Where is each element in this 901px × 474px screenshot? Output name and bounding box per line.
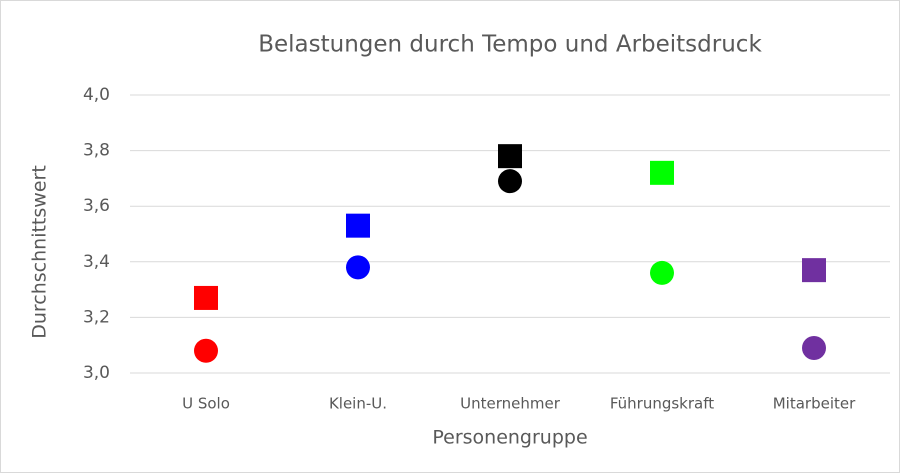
circle-marker — [498, 169, 522, 194]
chart-title: Belastungen durch Tempo und Arbeitsdruck — [258, 32, 762, 58]
y-axis-title: Durchschnittswert — [29, 165, 51, 339]
square-marker — [346, 213, 370, 238]
circle-marker — [346, 255, 370, 280]
circle-marker — [802, 335, 826, 360]
square-marker — [194, 285, 218, 310]
x-tick-label: Mitarbeiter — [773, 395, 856, 413]
y-tick-label: 3,6 — [83, 196, 110, 216]
x-tick-label: Klein-U. — [329, 395, 387, 413]
y-tick-label: 3,4 — [83, 252, 110, 272]
y-tick-label: 3,8 — [83, 141, 110, 161]
circle-marker — [650, 260, 674, 285]
x-tick-label: U Solo — [182, 395, 230, 413]
x-tick-label: Unternehmer — [460, 395, 561, 413]
x-tick-label: Führungskraft — [610, 395, 714, 413]
x-axis-title: Personengruppe — [432, 427, 587, 449]
square-marker — [650, 160, 674, 185]
square-marker — [802, 258, 826, 283]
y-tick-label: 4,0 — [83, 85, 110, 105]
y-tick-label: 3,0 — [83, 363, 110, 383]
circle-marker — [194, 338, 218, 363]
square-marker — [498, 144, 522, 169]
y-tick-label: 3,2 — [83, 307, 110, 327]
